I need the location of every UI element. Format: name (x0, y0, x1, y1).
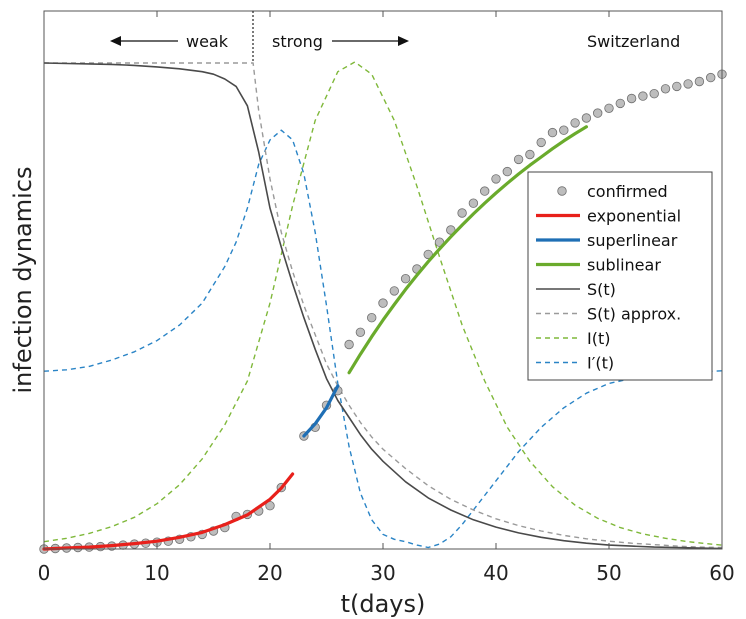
confirmed-point (547, 127, 558, 138)
legend-label: superlinear (587, 231, 678, 250)
confirmed-point (525, 149, 535, 160)
legend-item-i-t: I(t) (536, 329, 610, 348)
series-line-sublinear (347, 125, 589, 375)
confirmed-point (457, 208, 467, 218)
series-line-s-t (43, 62, 723, 550)
confirmed-point (513, 154, 524, 165)
confirmed-point (615, 98, 626, 109)
x-tick-label: 40 (483, 561, 508, 585)
confirmed-point (265, 501, 275, 511)
confirmed-point (604, 103, 614, 114)
legend-item-confirmed: confirmed (557, 182, 668, 201)
strong-label: strong (272, 32, 323, 51)
strong-annotation: strong (272, 32, 409, 51)
confirmed-markers (39, 69, 727, 554)
series-curves (43, 61, 723, 550)
legend-label: sublinear (587, 256, 661, 275)
x-tick-label: 60 (709, 561, 734, 585)
strong-arrow-head (398, 36, 409, 46)
legend-item-superlinear: superlinear (536, 231, 678, 250)
confirmed-point (378, 298, 388, 308)
x-axis: 0 10 20 30 40 50 60 (38, 11, 735, 585)
confirmed-point (581, 113, 592, 123)
legend: confirmed exponential superlinear sublinear… (527, 171, 713, 381)
legend-label: I(t) (587, 329, 610, 348)
confirmed-point (502, 166, 513, 177)
x-axis-title: t(days) (341, 590, 426, 618)
legend-item-s-t: S(t) (536, 280, 616, 299)
confirmed-point (423, 249, 433, 260)
confirmed-point (400, 274, 411, 284)
country-label: Switzerland (587, 32, 680, 51)
legend-label: confirmed (587, 182, 668, 201)
confirmed-point (389, 286, 400, 296)
confirmed-point (536, 137, 546, 148)
confirmed-point (638, 91, 648, 101)
x-tick-label: 50 (596, 561, 621, 585)
legend-swatch (557, 186, 567, 196)
confirmed-point (706, 72, 716, 83)
series-line-exponential (42, 472, 295, 551)
weak-label: weak (186, 32, 229, 51)
confirmed-point (559, 125, 569, 135)
confirmed-point (660, 84, 671, 94)
confirmed-point (626, 93, 637, 104)
legend-label: exponential (587, 207, 681, 226)
legend-item-s-t-approx: S(t) approx. (536, 305, 681, 324)
confirmed-point (672, 81, 682, 92)
confirmed-point (367, 313, 377, 323)
legend-item-i-t: I′(t) (536, 354, 614, 373)
legend-item-exponential: exponential (536, 207, 681, 226)
y-axis-title: infection dynamics (9, 167, 37, 394)
fit-curves (42, 125, 589, 551)
legend-label: I′(t) (587, 354, 614, 373)
confirmed-point (344, 339, 354, 350)
legend-item-sublinear: sublinear (536, 256, 661, 275)
confirmed-point (480, 186, 490, 196)
confirmed-point (570, 118, 580, 128)
confirmed-point (694, 76, 705, 87)
series-line-s-t-approx (44, 62, 723, 549)
confirmed-point (355, 327, 366, 338)
weak-arrow-head (110, 36, 121, 46)
legend-box (527, 171, 713, 381)
x-tick-label: 0 (38, 561, 51, 585)
legend-label: S(t) approx. (587, 305, 681, 324)
weak-annotation: weak (110, 32, 229, 51)
confirmed-point (491, 174, 501, 184)
legend-label: S(t) (587, 280, 616, 299)
confirmed-point (683, 79, 693, 89)
x-tick-label: 20 (257, 561, 282, 585)
confirmed-point (468, 198, 479, 208)
legend-items: confirmed exponential superlinear sublinear… (536, 182, 681, 373)
confirmed-point (593, 108, 603, 118)
series-line-superlinear (302, 384, 340, 438)
x-tick-label: 10 (144, 561, 169, 585)
confirmed-point (446, 225, 456, 235)
confirmed-point (649, 88, 659, 99)
x-tick-label: 30 (370, 561, 395, 585)
series-line-i-t (43, 129, 723, 549)
